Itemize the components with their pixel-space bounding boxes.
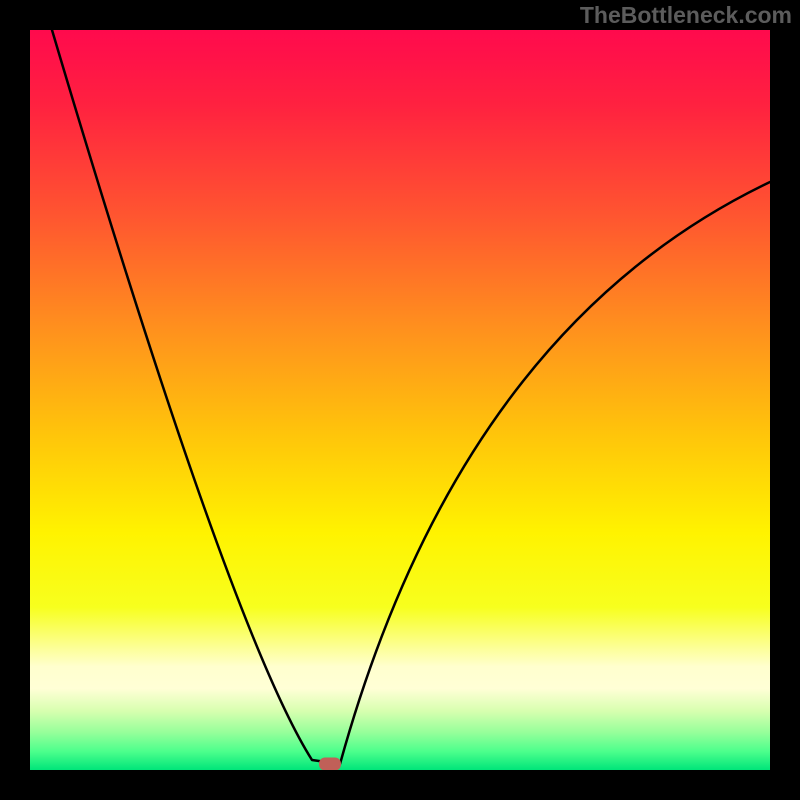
min-point-marker [319, 758, 341, 771]
watermark-text: TheBottleneck.com [580, 2, 792, 29]
v-curve-path [52, 30, 770, 764]
curve-svg [30, 30, 770, 770]
plot-area [30, 30, 770, 770]
chart-container: TheBottleneck.com [0, 0, 800, 800]
